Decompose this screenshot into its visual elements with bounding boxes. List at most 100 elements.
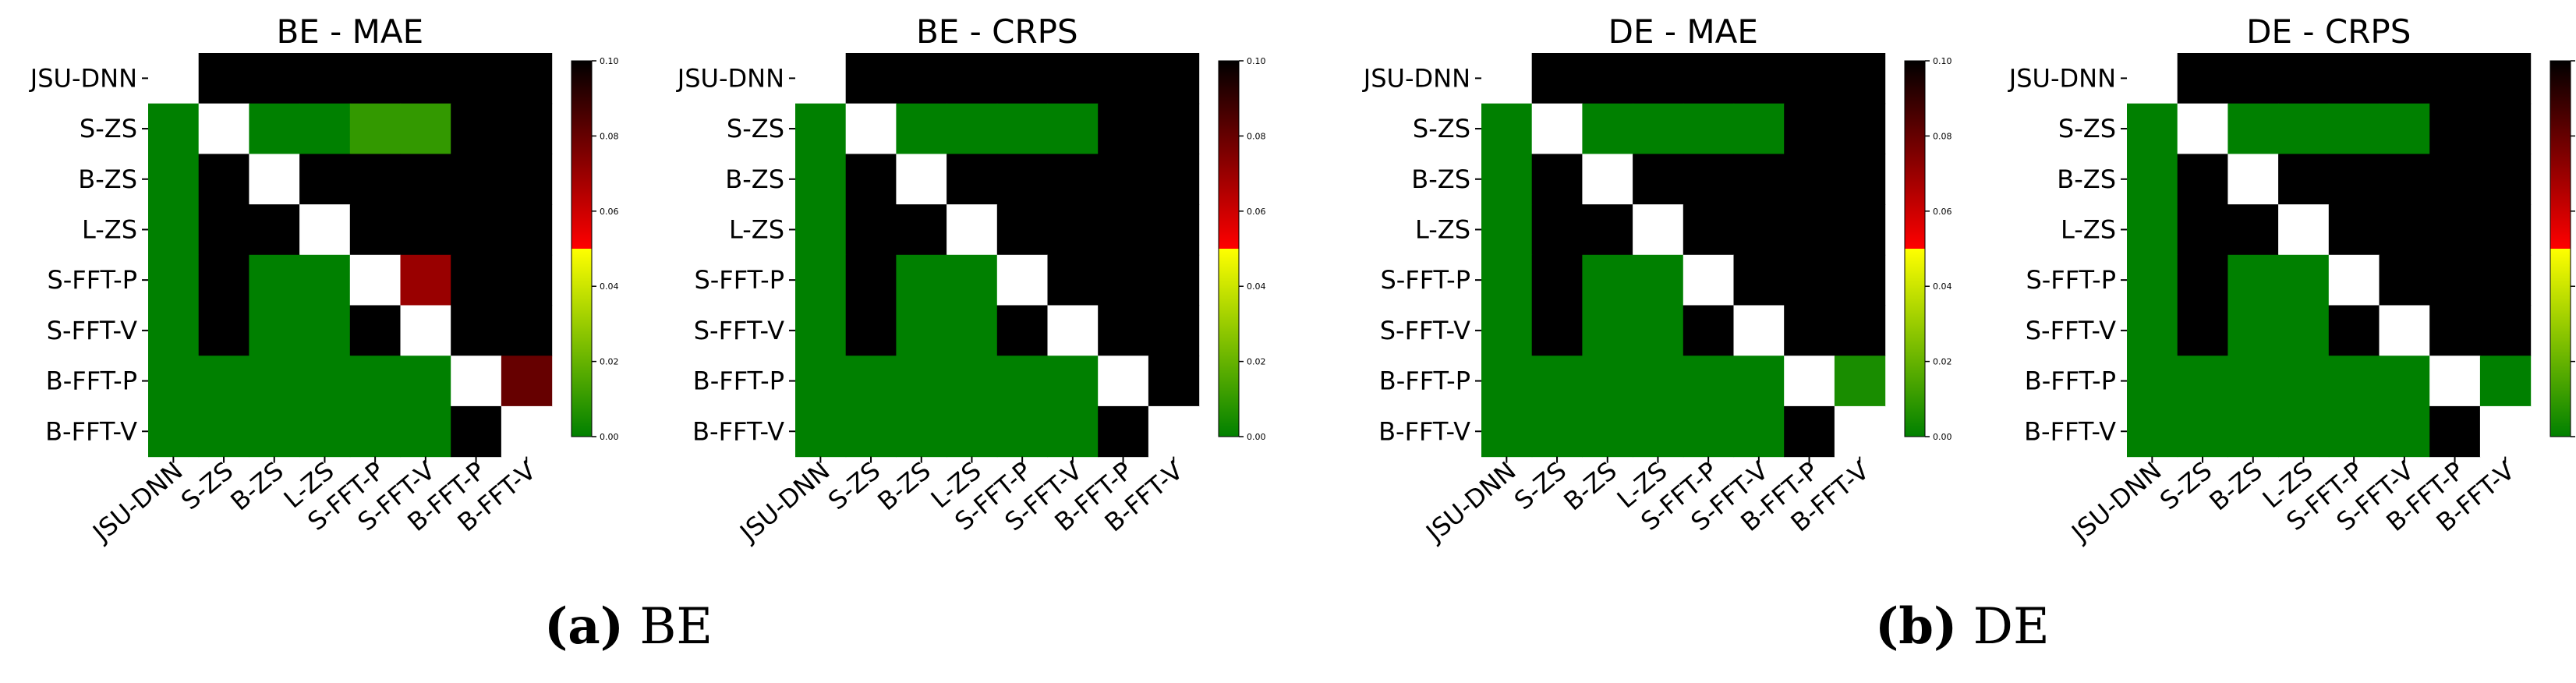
heatmap-cell (1047, 154, 1099, 205)
heatmap-cell (1098, 204, 1149, 256)
colorbar-tick-label: 0.02 (1247, 357, 1266, 367)
heatmap-cell (2278, 204, 2330, 256)
heatmap-cell (1633, 103, 1684, 154)
heatmap-cell (198, 154, 249, 205)
y-tick-label: B-FFT-V (2024, 416, 2116, 446)
heatmap-cell (148, 254, 200, 306)
heatmap-cell (1098, 254, 1149, 306)
heatmap-cell (1633, 356, 1684, 407)
y-tick-label: B-FFT-P (693, 366, 784, 396)
heatmap-cell (947, 204, 998, 256)
heatmap-cell (2429, 254, 2481, 306)
heatmap-cell (996, 53, 1049, 104)
heatmap-cell (299, 254, 351, 306)
y-tick-label: S-ZS (2058, 114, 2116, 143)
heatmap-cell (1582, 204, 1633, 256)
heatmap-panel-4: DE - CRPSJSU-DNNS-ZSB-ZSL-ZSS-FFT-PS-FFT… (2008, 12, 2575, 548)
heatmap-cell (795, 305, 847, 356)
heatmap-cell (2278, 356, 2330, 407)
heatmap-cell (349, 154, 402, 205)
heatmap-cell (845, 154, 897, 205)
caption-a-text: BE (624, 598, 713, 656)
heatmap-cell (1784, 103, 1835, 154)
caption-a-label: (a) (544, 597, 625, 656)
heatmap-cell (349, 405, 402, 458)
heatmap-cell (1582, 103, 1633, 154)
caption-b-label: (b) (1875, 597, 1958, 656)
heatmap-cell (2227, 103, 2279, 154)
heatmap-cell (2429, 305, 2481, 356)
colorbar-tick-label: 0.10 (1247, 56, 1266, 66)
heatmap-cell (2278, 103, 2330, 154)
colorbar-tick-label: 0.00 (600, 432, 619, 442)
y-tick-label: B-ZS (725, 165, 784, 194)
heatmap-cell (1098, 356, 1149, 407)
heatmap-cell (2379, 103, 2430, 154)
heatmap-cell (2429, 53, 2481, 104)
heatmap-cell (400, 356, 451, 407)
y-tick-label: B-FFT-P (2025, 366, 2116, 396)
heatmap-cell (2278, 154, 2330, 205)
heatmap-cell (2479, 356, 2532, 407)
heatmap-cell (400, 405, 451, 458)
heatmap-cell (2177, 204, 2228, 256)
heatmap-cell (2227, 405, 2279, 458)
x-tick-label: S-ZS (2154, 456, 2217, 516)
x-tick-label: B-ZS (1558, 456, 1622, 517)
colorbar-tick-label: 0.08 (600, 131, 619, 141)
heatmap-cell (451, 53, 502, 104)
heatmap-cell (1047, 254, 1099, 306)
heatmap-cell (795, 356, 847, 407)
heatmap-cell (2278, 305, 2330, 356)
heatmap-cell (1683, 103, 1735, 154)
heatmap-cell (947, 254, 998, 306)
heatmap-cell (1683, 356, 1735, 407)
y-tick-label: L-ZS (82, 214, 137, 244)
x-tick-label: B-ZS (225, 456, 288, 517)
heatmap-cell (451, 405, 502, 458)
heatmap-cell (1784, 254, 1835, 306)
heatmap-cell (349, 103, 402, 154)
heatmap-cell (896, 154, 947, 205)
heatmap-cell (1481, 53, 1533, 104)
heatmap-cell (2127, 103, 2178, 154)
heatmap-cell (2177, 103, 2228, 154)
heatmap-cell (249, 204, 300, 256)
heatmap-cell (1098, 53, 1149, 104)
heatmap-cell (501, 154, 553, 205)
heatmap-cell (1481, 154, 1533, 205)
heatmap-cell (501, 53, 553, 104)
colorbar (1218, 60, 1240, 437)
heatmap-cell (1098, 305, 1149, 356)
heatmap-cell (1683, 53, 1735, 104)
x-tick-label: B-ZS (2203, 456, 2267, 517)
heatmap-cell (2429, 356, 2481, 407)
heatmap-cell (1683, 305, 1735, 356)
x-tick-label: B-ZS (872, 456, 936, 517)
colorbar (2549, 60, 2571, 437)
heatmap-cell (349, 254, 402, 306)
y-tick-label: L-ZS (2061, 214, 2116, 244)
y-tick-label: S-FFT-P (47, 265, 137, 295)
heatmap-cell (1481, 405, 1533, 458)
heatmap-cell (198, 305, 249, 356)
heatmap-cell (299, 204, 351, 256)
y-tick-label: B-FFT-V (1378, 416, 1470, 446)
heatmap-cell (249, 356, 300, 407)
heatmap-cell (501, 356, 553, 407)
heatmap-cell (2328, 53, 2380, 104)
heatmap-cell (1733, 53, 1785, 104)
heatmap-cell (198, 103, 249, 154)
heatmap-cell (299, 305, 351, 356)
colorbar-tick-label: 0.08 (1247, 131, 1266, 141)
heatmap-cell (451, 204, 502, 256)
y-tick-label: B-FFT-V (692, 416, 784, 446)
heatmap-cell (2278, 53, 2330, 104)
colorbar (1904, 60, 1926, 437)
colorbar-tick-label: 0.04 (1247, 281, 1266, 292)
heatmap-cell (1531, 254, 1583, 306)
heatmap-cell (1784, 305, 1835, 356)
heatmap-cell (1633, 405, 1684, 458)
heatmap-cell (1582, 305, 1633, 356)
heatmap-cell (896, 53, 947, 104)
